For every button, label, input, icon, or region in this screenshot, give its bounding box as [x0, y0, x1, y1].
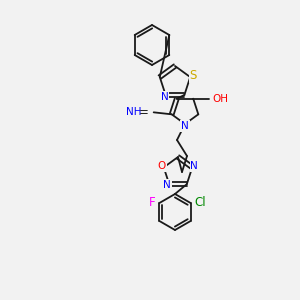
Text: S: S	[190, 69, 197, 82]
Text: NH: NH	[126, 107, 142, 117]
Text: =: =	[139, 106, 149, 119]
Text: N: N	[190, 161, 198, 171]
Text: OH: OH	[212, 94, 228, 104]
Text: Cl: Cl	[195, 196, 206, 208]
Text: N: N	[161, 92, 169, 102]
Text: F: F	[149, 196, 155, 208]
Text: O: O	[158, 161, 166, 171]
Text: N: N	[181, 121, 189, 131]
Text: N: N	[163, 180, 171, 190]
